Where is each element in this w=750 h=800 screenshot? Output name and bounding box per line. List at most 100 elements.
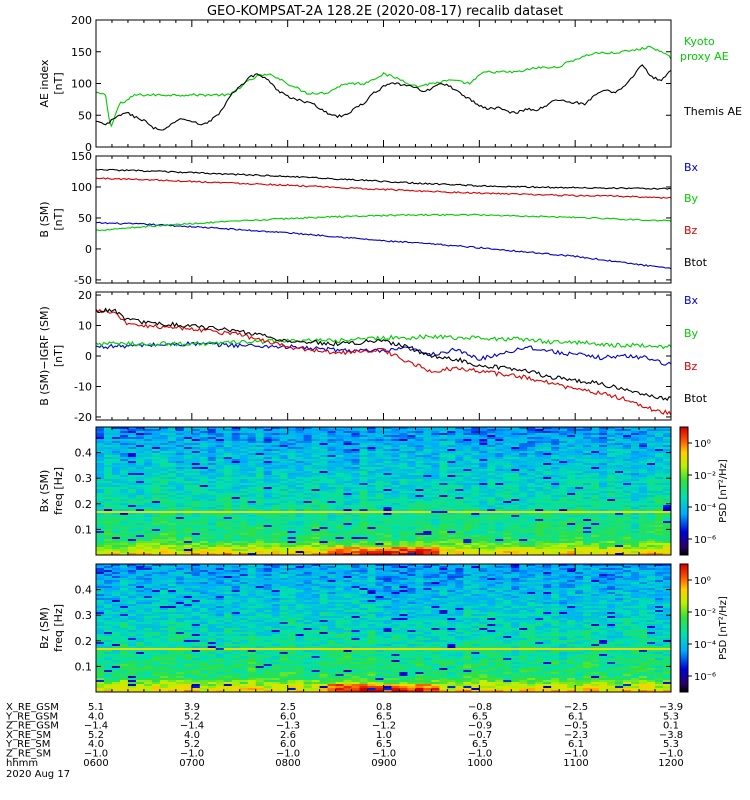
colorbar [679, 426, 689, 556]
y-tick-label: 200 [71, 14, 92, 27]
y-tick-label: 0 [85, 350, 92, 363]
orbit-value: −1.0 [564, 749, 588, 760]
legend-btot: Btot [684, 256, 708, 269]
orbit-table: X_RE_GSM 5.1 3.9 2.5 0.8 −0.8 −2.5 −3.9 Y_RE_GSM… [5, 702, 684, 780]
orbit-row-label: X_RE_SM [6, 730, 51, 741]
y-tick-label: 100 [71, 78, 92, 91]
y-tick-label: 0.2 [75, 635, 93, 648]
y-tick-label: 100 [71, 181, 92, 194]
orbit-value: −1.0 [659, 749, 683, 760]
legend-bx: Bx [684, 294, 699, 307]
orbit-value: −1.0 [276, 749, 300, 760]
orbit-value: 4.0 [88, 739, 104, 750]
y-axis-label: AE index [38, 59, 51, 108]
spectrogram-cells [96, 427, 671, 555]
orbit-value: −0.8 [468, 702, 492, 713]
panel-3: Bx By Bz Btot -20 -10 0 10 20 B (SM)−IGRF (SM) [nT… [38, 289, 708, 424]
plot-frame [95, 19, 672, 148]
orbit-value: −1.3 [276, 721, 300, 732]
y-tick-label: 0.4 [75, 447, 93, 460]
orbit-value: −0.9 [468, 721, 492, 732]
orbit-value: 0.1 [663, 721, 679, 732]
y-tick-label: 0 [85, 141, 92, 154]
y-tick-label: 0 [85, 243, 92, 256]
colorbar-tick-label: 10⁻⁴ [694, 503, 716, 514]
orbit-value: 6.1 [568, 739, 584, 750]
colorbar-tick-label: 10⁻² [694, 608, 716, 619]
series-line-kyoto-proxy-ae [96, 45, 671, 128]
orbit-value: 6.1 [568, 711, 584, 722]
series-line-bz [96, 308, 671, 416]
orbit-value: 0900 [371, 758, 396, 769]
panel-2: Bx By Bz Btot -50 0 50 100 150 B (SM) [nT] [38, 150, 708, 287]
series-line-by [96, 334, 671, 350]
y-tick-label: 50 [78, 109, 92, 122]
series-line-themis-ae [96, 64, 671, 131]
orbit-value: 5.2 [184, 739, 200, 750]
orbit-value: 2.5 [280, 702, 296, 713]
orbit-value: −1.0 [468, 749, 492, 760]
y-axis-label: B (SM)−IGRF (SM) [38, 306, 51, 406]
orbit-value: 0800 [275, 758, 300, 769]
y-tick-label: 50 [78, 212, 92, 225]
y-tick-label: 150 [71, 46, 92, 59]
orbit-row-label: Z_RE_GSM [6, 721, 59, 732]
series-line-btot [96, 307, 671, 401]
orbit-value: −1.4 [84, 721, 108, 732]
panel-5: 10⁰ 10⁻² 10⁻⁴ 10⁻⁶ PSD [nT²/Hz] 0.1 0.2 0.3 0.4 B… [38, 563, 729, 693]
orbit-value: 6.5 [472, 711, 488, 722]
y-axis-label: B (SM) [38, 201, 51, 237]
y-axis-label: Bx (SM) [38, 470, 51, 513]
y-tick-label: -20 [74, 411, 92, 424]
orbit-value: 1200 [658, 758, 683, 769]
colorbar-tick-label: 10⁻⁶ [694, 535, 716, 546]
legend-bx: Bx [684, 161, 699, 174]
spectrogram-cells [96, 564, 671, 692]
orbit-value: −1.4 [180, 721, 204, 732]
orbit-row-label: X_RE_GSM [6, 702, 59, 713]
y-tick-label: 0.2 [75, 498, 93, 511]
plot-frame [95, 291, 672, 421]
panel-4: 10⁰ 10⁻² 10⁻⁴ 10⁻⁶ PSD [nT²/Hz] 0.1 0.2 0.3 0.4 B… [38, 426, 729, 556]
orbit-value: 5.2 [184, 711, 200, 722]
orbit-value: 5.2 [88, 730, 104, 741]
orbit-value: 5.1 [88, 702, 104, 713]
colorbar-tick-label: 10⁰ [694, 439, 711, 450]
legend-bz: Bz [684, 360, 698, 373]
orbit-value: −3.8 [659, 730, 683, 741]
y-tick-label: 0.1 [75, 660, 93, 673]
series-line-btot [96, 168, 671, 190]
legend-kyoto-line1: Kyoto [684, 35, 715, 48]
orbit-value: −0.5 [564, 721, 588, 732]
orbit-value: 6.5 [376, 711, 392, 722]
y-axis-unit: [nT] [52, 208, 65, 230]
y-tick-label: 10 [78, 320, 92, 333]
y-tick-label: -50 [74, 274, 92, 287]
orbit-value: −2.3 [564, 730, 588, 741]
orbit-value: 6.0 [280, 739, 296, 750]
y-tick-label: 0.1 [75, 523, 93, 536]
legend-kyoto-line2: proxy AE [680, 50, 729, 63]
colorbar-label: PSD [nT²/Hz] [718, 596, 729, 660]
legend-themis: Themis AE [683, 105, 742, 118]
orbit-value: −1.2 [372, 721, 396, 732]
orbit-value: 4.0 [184, 730, 200, 741]
orbit-value: −1.0 [180, 749, 204, 760]
y-tick-label: 0.4 [75, 584, 93, 597]
y-tick-label: 150 [71, 150, 92, 163]
orbit-value: 3.9 [184, 702, 200, 713]
orbit-date: 2020 Aug 17 [6, 769, 70, 780]
colorbar-tick-label: 10⁰ [694, 576, 711, 587]
y-axis-unit: freq [Hz] [52, 604, 65, 652]
colorbar-tick-label: 10⁻² [694, 471, 716, 482]
orbit-value: 5.3 [663, 711, 679, 722]
y-axis-unit: freq [Hz] [52, 467, 65, 515]
y-axis-unit: [nT] [52, 72, 65, 94]
colorbar [679, 563, 689, 693]
colorbar-tick-label: 10⁻⁶ [694, 672, 716, 683]
orbit-row-label: hhmm [6, 758, 38, 769]
panel-1: Kyoto proxy AE Themis AE 0 50 100 150 200 AE ind… [38, 14, 742, 154]
orbit-value: −1.0 [372, 749, 396, 760]
